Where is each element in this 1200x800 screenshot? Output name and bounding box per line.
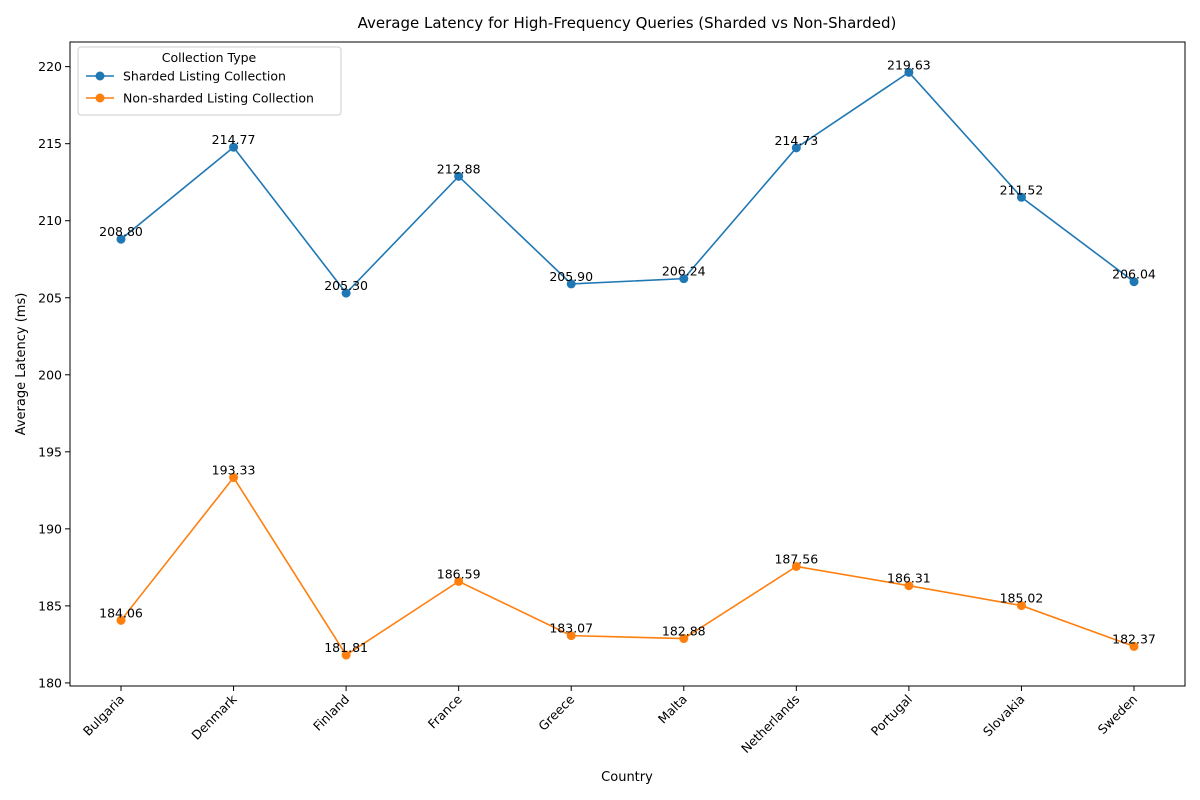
data-label: 193.33 [212,463,256,478]
data-point [341,288,351,298]
data-point [116,615,126,625]
y-tick-label: 185 [38,598,62,613]
data-label: 211.52 [1000,182,1044,197]
y-tick-label: 180 [38,675,62,690]
legend-title: Collection Type [162,50,257,65]
data-label: 185.02 [1000,591,1044,606]
y-tick-label: 210 [38,213,62,228]
legend-entries: Sharded Listing Collection Non-sharded Li… [86,69,314,106]
data-label: 214.77 [212,132,256,147]
x-tick-label: Finland [310,692,352,734]
legend-swatch-marker [95,93,105,103]
plot-frame [69,41,1186,687]
data-point [229,142,239,152]
data-label: 184.06 [99,605,143,620]
data-point [679,274,689,284]
data-point [566,279,576,289]
y-tick-label: 215 [38,136,62,151]
y-tick-label: 205 [38,290,62,305]
x-tick-label: Netherlands [738,692,802,756]
x-tick-label: Sweden [1095,692,1141,738]
data-label: 206.04 [1112,267,1156,282]
data-label: 182.88 [662,624,706,639]
y-axis-label: Average Latency (ms) [14,293,29,436]
data-point [229,473,239,483]
x-tick-label: Slovakia [980,692,1028,740]
data-label: 205.90 [549,269,593,284]
data-label: 186.31 [887,571,931,586]
x-tick-label: Denmark [188,691,240,743]
data-point [566,631,576,641]
data-label: 181.81 [324,640,368,655]
x-tick-label: Greece [535,691,577,733]
series-line [120,476,1135,657]
legend-label: Sharded Listing Collection [123,69,286,84]
data-point [904,581,914,591]
legend-label: Non-sharded Listing Collection [123,91,314,106]
series-2: 184.06 193.33 181.81 186.59 183.07 182.88 187.… [99,463,1156,660]
data-point [791,561,801,571]
data-point [116,234,126,244]
data-point [679,634,689,644]
x-tick-label: Bulgaria [80,692,127,739]
series-1: 208.80 214.77 205.30 212.88 205.90 206.24 214.… [99,57,1156,298]
data-point [1129,641,1139,651]
x-tick-label: Portugal [868,692,915,739]
series-layer: 208.80 214.77 205.30 212.88 205.90 206.24 214.… [99,57,1156,660]
y-tick-label: 190 [38,521,62,536]
data-label: 206.24 [662,264,706,279]
data-label: 186.59 [437,566,481,581]
data-point [1129,277,1139,287]
data-point [791,143,801,153]
data-point [454,171,464,181]
x-tick-label: Malta [655,692,690,727]
data-label: 219.63 [887,57,931,72]
data-point [904,67,914,77]
data-label: 182.37 [1112,631,1156,646]
data-label: 214.73 [774,133,818,148]
data-label: 183.07 [549,621,593,636]
data-label: 212.88 [437,161,481,176]
data-point [454,576,464,586]
legend-entry: Non-sharded Listing Collection [86,91,314,106]
y-tick-label: 195 [38,444,62,459]
data-point [341,650,351,660]
data-label: 208.80 [99,224,143,239]
data-point [1016,601,1026,611]
legend-entry: Sharded Listing Collection [86,69,286,84]
data-label: 205.30 [324,278,368,293]
y-tick-label: 200 [38,367,62,382]
x-axis-label: Country [601,770,653,785]
legend: Collection Type Sharded Listing Collecti… [77,46,342,116]
chart-title: Average Latency for High-Frequency Queri… [358,14,897,32]
legend-swatch-marker [95,71,105,81]
y-axis-ticks: 180 185 190 195 200 205 210 215 220 [38,59,70,690]
data-point [1016,192,1026,202]
data-label: 187.56 [774,551,818,566]
series-line [120,71,1135,295]
y-tick-label: 220 [38,59,62,74]
x-tick-label: France [425,691,465,731]
legend-box [77,46,342,116]
x-axis-ticks: Bulgaria Denmark Finland France Greece Malta N… [80,686,1140,756]
